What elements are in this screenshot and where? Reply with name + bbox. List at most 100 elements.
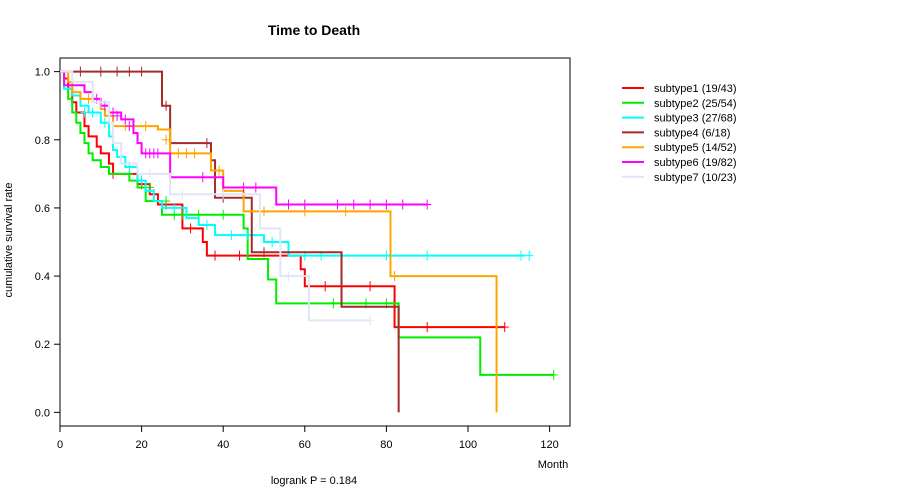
x-tick-label: 100 bbox=[459, 439, 477, 451]
censor-mark bbox=[239, 182, 248, 193]
censor-mark bbox=[349, 199, 358, 210]
censor-mark bbox=[100, 117, 109, 128]
legend: subtype1 (19/43) subtype2 (25/54) subtype3… bbox=[622, 83, 737, 184]
censor-mark bbox=[178, 189, 187, 200]
censor-mark bbox=[219, 189, 228, 200]
legend-entry: subtype7 (10/23) bbox=[654, 172, 737, 184]
censor-mark bbox=[202, 138, 211, 149]
series-5 bbox=[60, 70, 498, 413]
censor-mark bbox=[121, 114, 130, 125]
x-tick-label: 0 bbox=[57, 439, 63, 451]
y-tick-label: 0.4 bbox=[35, 271, 50, 283]
censor-mark bbox=[80, 107, 89, 118]
censor-mark bbox=[113, 66, 122, 77]
censor-mark bbox=[96, 97, 105, 108]
censor-mark bbox=[366, 315, 375, 326]
censor-mark bbox=[113, 110, 122, 121]
series-6 bbox=[60, 70, 432, 210]
censor-mark bbox=[284, 199, 293, 210]
plot-frame bbox=[59, 57, 571, 427]
y-tick-label: 0.6 bbox=[35, 203, 50, 215]
censor-mark bbox=[366, 199, 375, 210]
censor-mark bbox=[219, 209, 228, 220]
series-5-curve bbox=[60, 70, 498, 413]
censor-mark bbox=[178, 209, 187, 220]
censor-mark bbox=[341, 206, 350, 217]
x-tick-label: 60 bbox=[299, 439, 311, 451]
censor-mark bbox=[382, 250, 391, 261]
censor-mark bbox=[549, 369, 558, 380]
censor-mark bbox=[125, 66, 134, 77]
censor-mark bbox=[300, 199, 309, 210]
censor-mark bbox=[500, 322, 509, 333]
censor-mark bbox=[333, 199, 342, 210]
censor-mark bbox=[398, 199, 407, 210]
legend-entry: subtype2 (25/54) bbox=[654, 98, 737, 110]
censor-mark bbox=[141, 121, 150, 132]
y-axis: 0.0 0.2 0.4 0.6 0.8 1.0 bbox=[35, 67, 61, 419]
censor-mark bbox=[137, 66, 146, 77]
legend-entry: subtype4 (6/18) bbox=[654, 127, 730, 139]
censor-mark bbox=[211, 250, 220, 261]
censor-mark bbox=[76, 66, 85, 77]
censor-mark bbox=[186, 223, 195, 234]
x-tick-label: 80 bbox=[380, 439, 392, 451]
censor-mark bbox=[202, 219, 211, 230]
y-tick-label: 0.8 bbox=[35, 135, 50, 147]
series-1-curve bbox=[60, 70, 505, 329]
censor-mark bbox=[162, 134, 171, 145]
censor-mark bbox=[88, 107, 97, 118]
x-axis: 0 20 40 60 80 100 120 bbox=[57, 425, 559, 451]
censor-mark bbox=[235, 250, 244, 261]
legend-entry: subtype3 (27/68) bbox=[654, 113, 737, 125]
series-1 bbox=[60, 70, 509, 333]
series-7 bbox=[60, 70, 375, 326]
censor-mark bbox=[329, 298, 338, 309]
series-layer bbox=[60, 66, 558, 413]
censor-mark bbox=[423, 322, 432, 333]
censor-mark bbox=[137, 175, 146, 186]
censor-mark bbox=[174, 148, 183, 159]
censor-mark bbox=[125, 121, 134, 132]
series-7-curve bbox=[60, 70, 371, 322]
legend-entry: subtype5 (14/52) bbox=[654, 142, 737, 154]
censor-mark bbox=[260, 206, 268, 217]
censor-mark bbox=[268, 237, 277, 247]
censor-mark bbox=[162, 100, 171, 111]
censor-mark bbox=[96, 66, 105, 77]
censor-mark bbox=[321, 281, 330, 292]
legend-entry: subtype1 (19/43) bbox=[654, 83, 737, 95]
censor-mark bbox=[84, 93, 93, 104]
series-2-curve bbox=[60, 70, 554, 376]
censor-mark bbox=[251, 182, 260, 193]
censor-mark bbox=[284, 271, 293, 282]
series-2 bbox=[60, 70, 558, 380]
censor-mark bbox=[109, 107, 118, 118]
censor-mark bbox=[162, 196, 171, 207]
censor-mark bbox=[153, 148, 162, 159]
censor-mark bbox=[170, 202, 179, 213]
censor-mark bbox=[517, 250, 526, 261]
legend-entry: subtype6 (19/82) bbox=[654, 157, 737, 169]
censor-mark bbox=[215, 165, 224, 176]
y-tick-label: 1.0 bbox=[35, 67, 50, 79]
x-tick-label: 120 bbox=[540, 439, 558, 451]
series-4 bbox=[60, 66, 400, 413]
censor-mark bbox=[260, 247, 268, 258]
y-tick-label: 0.0 bbox=[35, 407, 50, 419]
censor-mark bbox=[423, 199, 432, 210]
censor-mark bbox=[423, 250, 432, 261]
censor-mark bbox=[243, 230, 252, 241]
series-3 bbox=[60, 70, 534, 261]
x-tick-label: 40 bbox=[217, 439, 229, 451]
censor-mark bbox=[382, 199, 391, 210]
x-axis-label: Month bbox=[538, 459, 569, 471]
chart-title: Time to Death bbox=[268, 22, 360, 38]
logrank-annotation: logrank P = 0.184 bbox=[271, 475, 357, 487]
x-tick-label: 20 bbox=[135, 439, 147, 451]
censor-mark bbox=[525, 250, 534, 261]
censor-mark bbox=[145, 168, 154, 179]
censor-mark bbox=[198, 172, 207, 183]
censor-mark bbox=[227, 230, 236, 241]
censor-mark bbox=[182, 148, 191, 159]
